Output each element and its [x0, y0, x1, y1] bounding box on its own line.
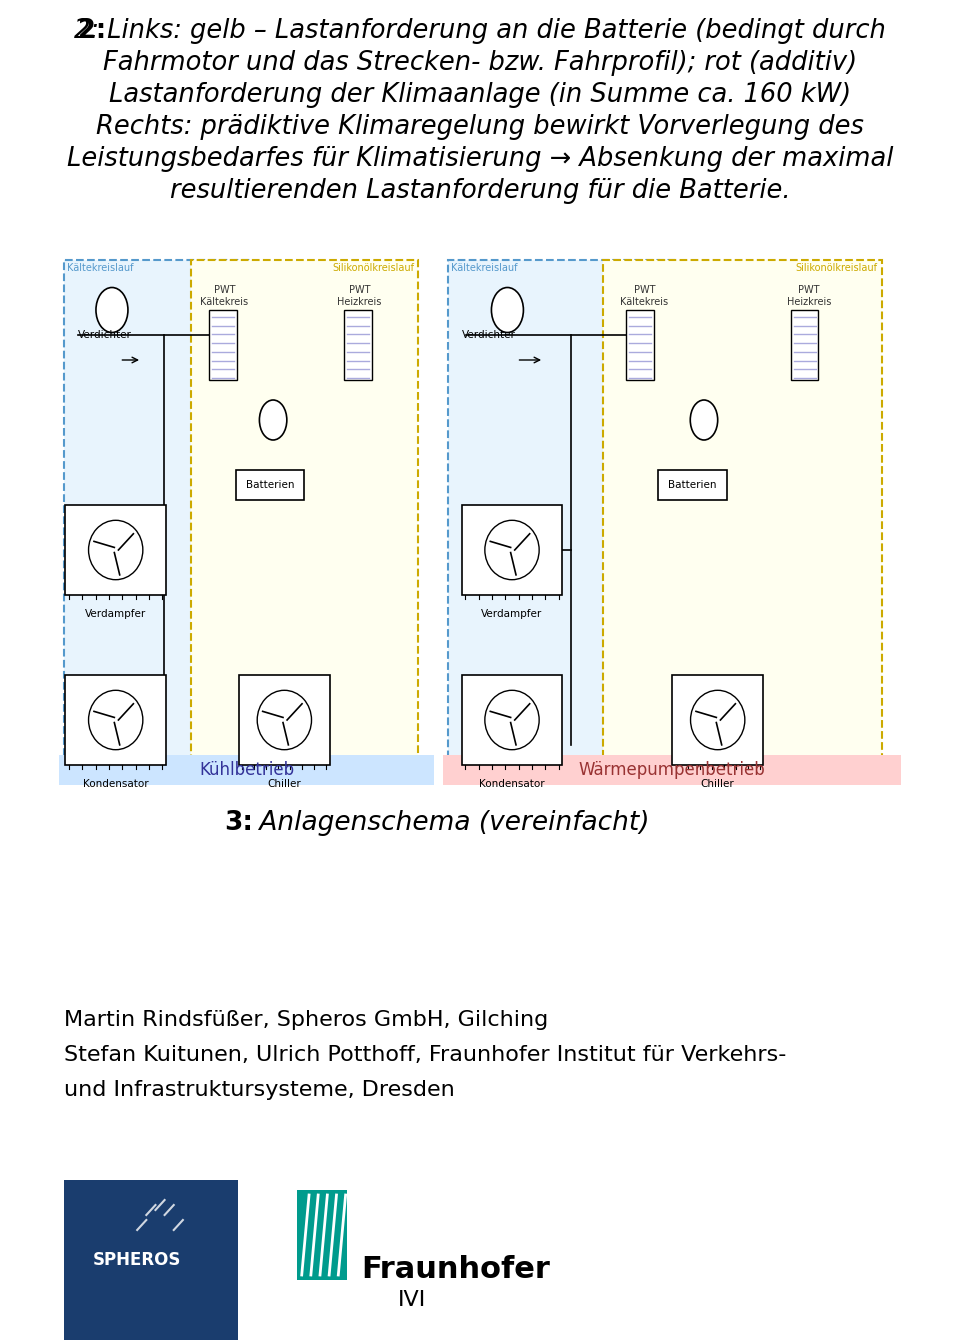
Bar	[672, 675, 763, 765]
Bar	[791, 310, 818, 380]
Text: SPHEROS: SPHEROS	[93, 1251, 181, 1270]
Text: Fraunhofer: Fraunhofer	[361, 1255, 550, 1284]
Text: Kondensator: Kondensator	[83, 778, 149, 789]
FancyBboxPatch shape	[191, 260, 419, 780]
FancyBboxPatch shape	[64, 1180, 238, 1341]
Text: Martin Rindsfüßer, Spheros GmbH, Gilching: Martin Rindsfüßer, Spheros GmbH, Gilchin…	[64, 1011, 548, 1031]
Ellipse shape	[259, 400, 287, 440]
Text: Stefan Kuitunen, Ulrich Potthoff, Fraunhofer Institut für Verkehrs-: Stefan Kuitunen, Ulrich Potthoff, Fraunh…	[64, 1045, 786, 1066]
Circle shape	[88, 690, 143, 750]
Text: Silikonölkreislauf: Silikonölkreislauf	[332, 263, 414, 272]
Circle shape	[88, 521, 143, 580]
FancyBboxPatch shape	[448, 260, 677, 780]
Text: Fahrmotor und das Strecken- bzw. Fahrprofil); rot (additiv): Fahrmotor und das Strecken- bzw. Fahrpro…	[103, 50, 857, 76]
Text: IVI: IVI	[397, 1290, 426, 1310]
Text: PWT
Heizkreis: PWT Heizkreis	[337, 285, 381, 306]
Circle shape	[690, 690, 745, 750]
Text: Anlagenschema (vereinfacht): Anlagenschema (vereinfacht)	[252, 811, 650, 836]
Text: 2:: 2:	[78, 17, 106, 44]
Ellipse shape	[96, 287, 128, 333]
Text: Kühlbetrieb: Kühlbetrieb	[200, 761, 295, 778]
Text: Kältekreislauf: Kältekreislauf	[67, 263, 133, 272]
Ellipse shape	[690, 400, 718, 440]
Text: Batterien: Batterien	[668, 480, 717, 490]
Bar	[626, 310, 654, 380]
Bar	[239, 675, 330, 765]
Bar	[65, 675, 166, 765]
Text: und Infrastruktursysteme, Dresden: und Infrastruktursysteme, Dresden	[64, 1080, 455, 1100]
Bar	[235, 470, 304, 501]
FancyBboxPatch shape	[604, 260, 882, 780]
Bar	[462, 505, 563, 595]
Bar	[60, 255, 434, 785]
Ellipse shape	[492, 287, 523, 333]
Bar	[209, 310, 237, 380]
Bar	[444, 255, 900, 785]
Text: Wärmepumpenbetrieb: Wärmepumpenbetrieb	[579, 761, 765, 778]
Text: resultierenden Lastanforderung für die Batterie.: resultierenden Lastanforderung für die B…	[170, 178, 790, 204]
Bar	[345, 310, 372, 380]
Text: 3:: 3:	[224, 811, 253, 836]
Text: Chiller: Chiller	[701, 778, 734, 789]
Text: Silikonölkreislauf: Silikonölkreislauf	[796, 263, 877, 272]
Text: Verdampfer: Verdampfer	[481, 609, 542, 619]
Text: Kondensator: Kondensator	[479, 778, 545, 789]
Text: Batterien: Batterien	[246, 480, 294, 490]
Text: PWT
Kältekreis: PWT Kältekreis	[620, 285, 668, 306]
Circle shape	[485, 521, 540, 580]
Text: Verdichter: Verdichter	[78, 330, 132, 340]
Bar	[462, 675, 563, 765]
Text: 2: Links: gelb – Lastanforderung an die Batterie (bedingt durch: 2: Links: gelb – Lastanforderung an die …	[74, 17, 886, 44]
FancyBboxPatch shape	[64, 260, 250, 780]
Text: PWT
Heizkreis: PWT Heizkreis	[787, 285, 831, 306]
Circle shape	[257, 690, 311, 750]
Circle shape	[485, 690, 540, 750]
Text: Rechts: prädiktive Klimaregelung bewirkt Vorverlegung des: Rechts: prädiktive Klimaregelung bewirkt…	[96, 114, 864, 140]
Bar	[60, 756, 434, 785]
Bar	[659, 470, 727, 501]
Bar	[298, 1190, 348, 1280]
Bar	[65, 505, 166, 595]
Text: PWT
Kältekreis: PWT Kältekreis	[201, 285, 249, 306]
Text: Chiller: Chiller	[268, 778, 301, 789]
Text: Kältekreislauf: Kältekreislauf	[451, 263, 517, 272]
Bar	[444, 756, 900, 785]
Text: Verdampfer: Verdampfer	[85, 609, 146, 619]
Text: Verdichter: Verdichter	[462, 330, 516, 340]
Text: Lastanforderung der Klimaanlage (in Summe ca. 160 kW): Lastanforderung der Klimaanlage (in Summ…	[108, 82, 852, 107]
Text: Leistungsbedarfes für Klimatisierung → Absenkung der maximal: Leistungsbedarfes für Klimatisierung → A…	[67, 146, 893, 172]
